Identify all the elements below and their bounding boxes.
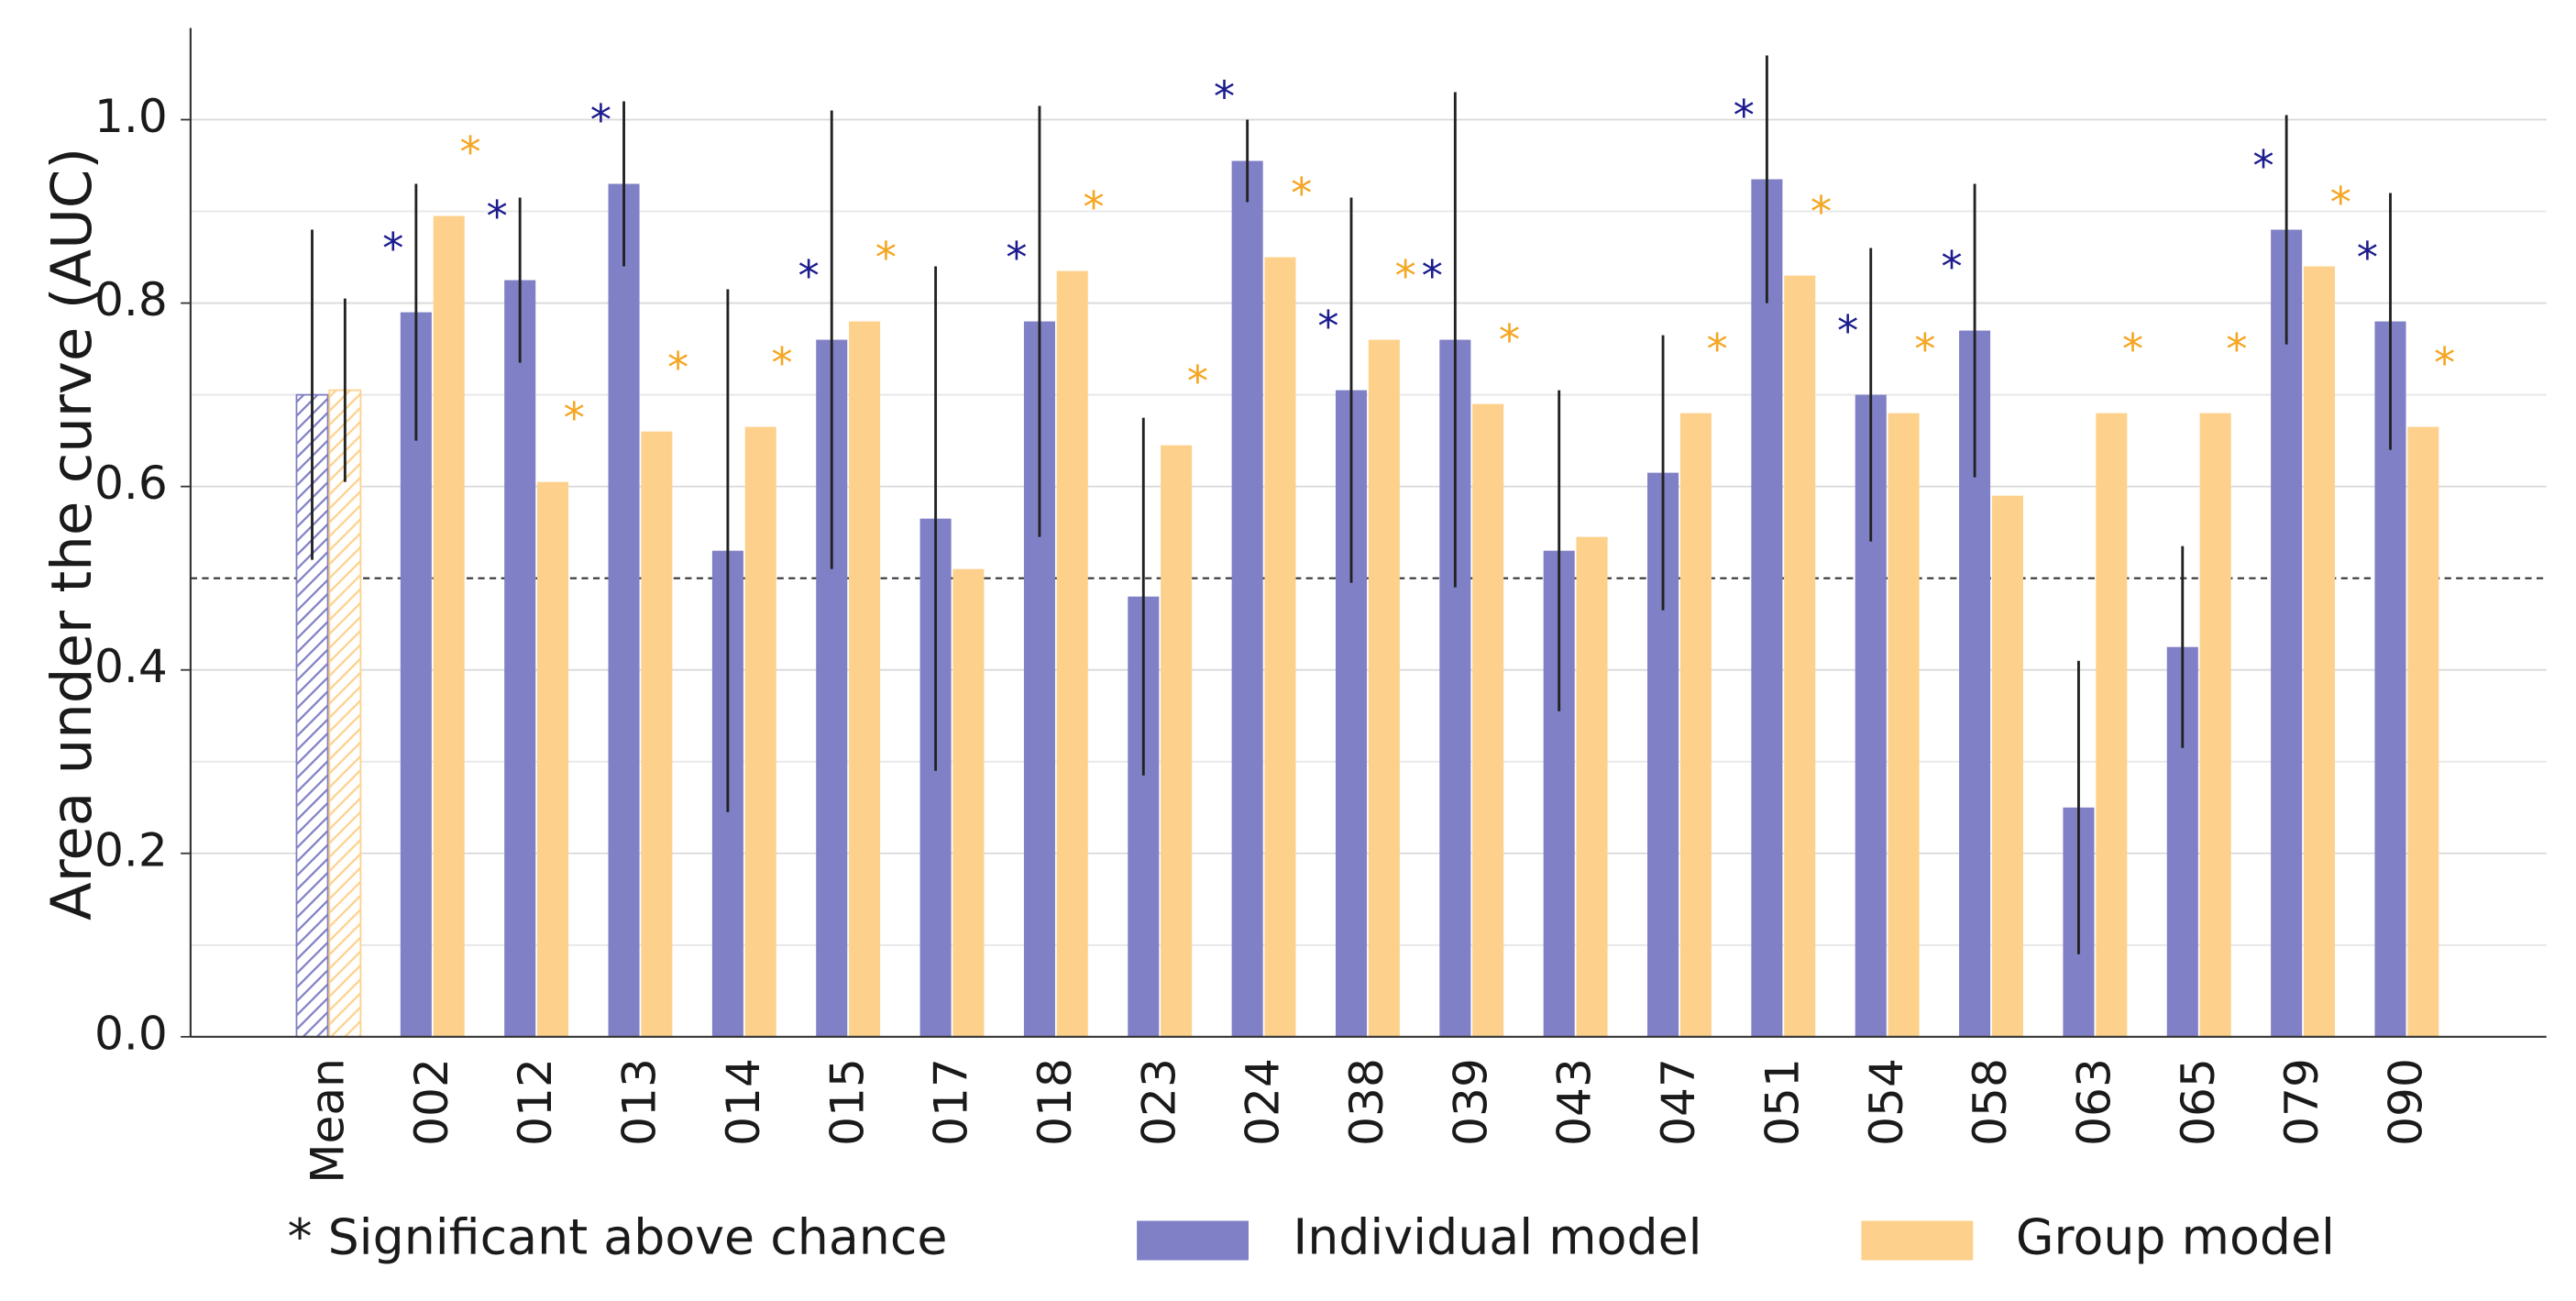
significance-star: *	[1914, 325, 1935, 374]
significance-star: *	[875, 233, 897, 282]
legend-note: * Significant above chance	[288, 1208, 948, 1266]
bar	[433, 215, 465, 1037]
bar	[1161, 445, 1193, 1037]
x-tick-label: 024	[1236, 1058, 1290, 1146]
significance-star: *	[2226, 325, 2247, 374]
bar	[537, 481, 569, 1037]
x-tick-label: 023	[1131, 1058, 1185, 1146]
bar	[2199, 413, 2231, 1037]
y-tick-label: 1.0	[94, 89, 168, 143]
bar	[328, 389, 362, 1038]
significance-star: *	[1317, 302, 1338, 351]
significance-star: *	[2357, 233, 2378, 282]
y-tick-label: 0.0	[94, 1006, 168, 1060]
x-tick-label: 038	[1339, 1058, 1393, 1146]
bar	[1991, 495, 2023, 1037]
significance-star: *	[1214, 72, 1235, 122]
bar	[1679, 413, 1712, 1037]
x-tick-label: 090	[2379, 1058, 2433, 1146]
significance-star: *	[798, 251, 820, 301]
x-tick-label: 047	[1651, 1058, 1705, 1146]
bar	[641, 431, 673, 1037]
x-tick-label: 063	[2066, 1058, 2120, 1146]
bar	[504, 280, 536, 1037]
significance-star: *	[1734, 91, 1755, 140]
bar	[1576, 536, 1608, 1037]
bar	[2407, 426, 2439, 1037]
significance-star: *	[2434, 338, 2455, 388]
x-tick-label: 014	[716, 1058, 770, 1146]
x-tick-label: Mean	[301, 1058, 355, 1184]
x-tick-label: 079	[2274, 1058, 2328, 1146]
significance-star: *	[1499, 315, 1520, 365]
x-tick-label: 012	[508, 1058, 562, 1146]
significance-star: *	[2122, 325, 2143, 374]
significance-star: *	[1837, 306, 1858, 356]
bar	[849, 321, 881, 1037]
x-tick-label: 002	[404, 1058, 458, 1146]
significance-star: *	[486, 192, 507, 241]
bar	[1784, 275, 1816, 1037]
legend-label: Individual model	[1293, 1208, 1701, 1266]
x-tick-label: 015	[820, 1058, 874, 1146]
bar	[1368, 339, 1400, 1037]
y-tick-label: 0.4	[94, 639, 168, 693]
x-tick-label: 017	[924, 1058, 978, 1146]
significance-star: *	[771, 338, 792, 388]
x-tick-label: 065	[2171, 1058, 2225, 1146]
y-tick-label: 0.2	[94, 822, 168, 877]
bar	[2096, 413, 2128, 1037]
significance-star: *	[1394, 251, 1415, 301]
bar	[952, 568, 985, 1037]
x-tick-label: 018	[1028, 1058, 1082, 1146]
significance-star: *	[1811, 187, 1832, 237]
significance-star: *	[667, 343, 688, 392]
significance-star: *	[1707, 325, 1728, 374]
significance-star: *	[1291, 169, 1312, 218]
significance-star: *	[1941, 242, 1962, 292]
bar	[1231, 160, 1263, 1037]
significance-star: *	[1187, 357, 1208, 406]
legend-swatch	[1137, 1220, 1249, 1261]
significance-star: *	[1422, 251, 1443, 301]
bar	[744, 426, 776, 1037]
bar	[608, 183, 640, 1037]
significance-star: *	[590, 95, 611, 145]
bar	[2303, 266, 2336, 1037]
x-tick-label: 013	[612, 1058, 666, 1146]
x-tick-label: 051	[1755, 1058, 1809, 1146]
significance-star: *	[2252, 141, 2273, 191]
significance-star: *	[2330, 178, 2351, 227]
significance-star: *	[459, 127, 480, 177]
significance-star: *	[564, 393, 585, 443]
significance-star: *	[382, 224, 403, 273]
legend-swatch	[1861, 1220, 1974, 1261]
bar	[1056, 270, 1088, 1037]
x-tick-label: 043	[1547, 1058, 1602, 1146]
x-tick-label: 058	[1963, 1058, 2017, 1146]
significance-star: *	[1083, 182, 1104, 232]
y-axis-label: Area under the curve (AUC)	[39, 148, 105, 921]
bar	[1888, 413, 1920, 1037]
x-tick-label: 039	[1443, 1058, 1497, 1146]
y-tick-label: 0.8	[94, 272, 168, 326]
bar	[1751, 179, 1783, 1037]
significance-star: *	[1006, 233, 1027, 282]
x-tick-label: 054	[1859, 1058, 1913, 1146]
legend-label: Group model	[2016, 1208, 2335, 1266]
y-tick-label: 0.6	[94, 456, 168, 510]
bar	[1264, 257, 1296, 1037]
bar	[1472, 403, 1504, 1037]
bar	[2271, 229, 2303, 1037]
